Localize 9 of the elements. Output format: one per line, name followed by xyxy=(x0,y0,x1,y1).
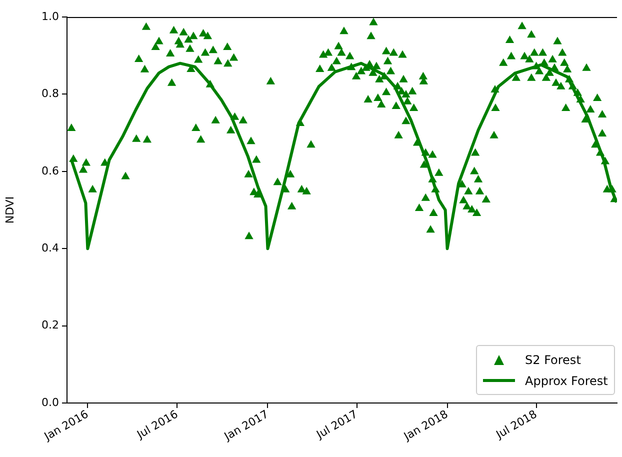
y-tick-label: 0.6 xyxy=(42,164,59,178)
legend-label: Approx Forest xyxy=(525,374,608,388)
y-tick-label: 1.0 xyxy=(42,10,59,23)
legend-label: S2 Forest xyxy=(525,352,581,366)
y-tick-label: 0.2 xyxy=(42,318,59,332)
y-tick-label: 0.8 xyxy=(42,87,59,100)
y-tick-label: 0.4 xyxy=(42,241,59,254)
y-axis-title: NDVI xyxy=(3,196,16,224)
y-tick-label: 0.0 xyxy=(42,396,59,409)
